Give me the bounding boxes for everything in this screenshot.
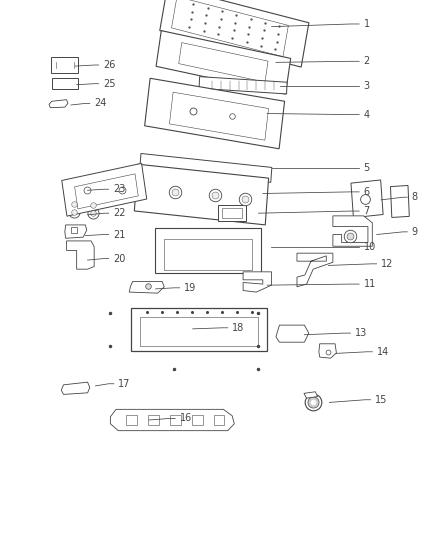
Bar bbox=[164, 239, 252, 270]
Bar bbox=[52, 78, 78, 89]
Text: 23: 23 bbox=[113, 184, 125, 194]
Polygon shape bbox=[49, 100, 68, 108]
Bar bbox=[51, 57, 78, 73]
Text: 16: 16 bbox=[180, 414, 192, 423]
Bar bbox=[351, 180, 383, 217]
Text: 8: 8 bbox=[412, 192, 418, 202]
Bar bbox=[170, 415, 180, 425]
Bar bbox=[214, 415, 224, 425]
Polygon shape bbox=[67, 241, 94, 269]
Polygon shape bbox=[297, 253, 333, 287]
Bar bbox=[192, 415, 202, 425]
Text: 4: 4 bbox=[364, 110, 370, 119]
Text: 11: 11 bbox=[364, 279, 376, 289]
Text: 9: 9 bbox=[412, 227, 418, 237]
Text: 12: 12 bbox=[381, 259, 393, 269]
Bar bbox=[218, 205, 246, 221]
Polygon shape bbox=[129, 281, 164, 293]
Text: 10: 10 bbox=[364, 242, 376, 252]
Text: 5: 5 bbox=[364, 163, 370, 173]
Bar bbox=[156, 30, 291, 94]
Bar bbox=[74, 174, 138, 209]
Bar bbox=[160, 0, 309, 67]
Bar bbox=[126, 415, 137, 425]
Bar bbox=[223, 208, 242, 218]
Bar bbox=[148, 415, 159, 425]
Bar bbox=[131, 308, 267, 351]
Bar bbox=[62, 163, 147, 216]
Bar bbox=[134, 164, 268, 225]
Polygon shape bbox=[304, 392, 318, 398]
Bar bbox=[140, 154, 272, 182]
Polygon shape bbox=[61, 382, 90, 394]
Polygon shape bbox=[319, 344, 336, 358]
Text: 7: 7 bbox=[364, 206, 370, 216]
Text: 19: 19 bbox=[184, 283, 196, 293]
Text: 17: 17 bbox=[118, 379, 131, 389]
Text: 26: 26 bbox=[103, 60, 115, 70]
Text: 20: 20 bbox=[113, 254, 125, 263]
Text: 25: 25 bbox=[103, 79, 116, 88]
Polygon shape bbox=[110, 409, 234, 431]
Bar bbox=[179, 43, 268, 82]
Text: 3: 3 bbox=[364, 82, 370, 91]
Bar bbox=[140, 317, 258, 346]
Polygon shape bbox=[243, 272, 272, 292]
Text: 15: 15 bbox=[375, 395, 387, 405]
Polygon shape bbox=[276, 325, 309, 342]
Text: 22: 22 bbox=[113, 208, 126, 218]
Polygon shape bbox=[65, 225, 87, 238]
Bar bbox=[391, 185, 409, 217]
Text: 1: 1 bbox=[364, 19, 370, 29]
Text: 21: 21 bbox=[113, 230, 125, 239]
Text: 2: 2 bbox=[364, 56, 370, 66]
Text: 13: 13 bbox=[355, 328, 367, 338]
Polygon shape bbox=[333, 216, 372, 246]
Bar bbox=[155, 228, 261, 273]
Text: 6: 6 bbox=[364, 187, 370, 197]
Text: 18: 18 bbox=[232, 323, 244, 333]
Text: 14: 14 bbox=[377, 347, 389, 357]
Text: 24: 24 bbox=[94, 99, 106, 108]
Bar bbox=[172, 0, 288, 56]
Bar bbox=[145, 78, 285, 149]
Bar bbox=[199, 77, 287, 94]
Bar bbox=[170, 92, 268, 140]
